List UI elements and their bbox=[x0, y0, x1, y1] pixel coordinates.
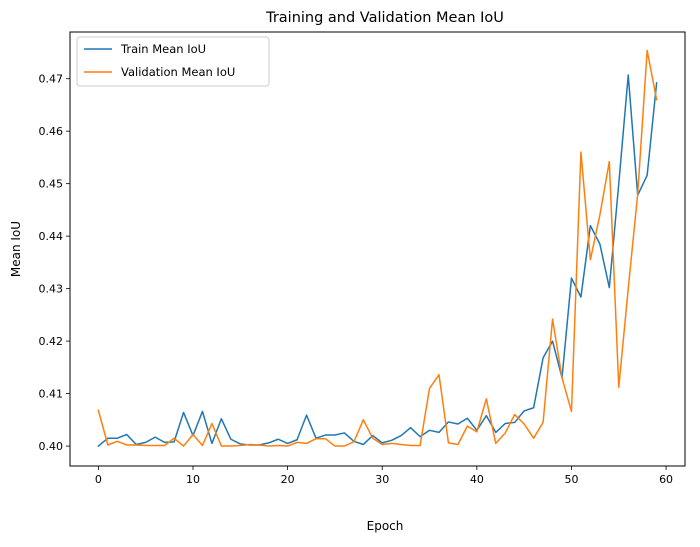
y-tick-label-3: 0.43 bbox=[39, 283, 64, 296]
y-tick-label-1: 0.41 bbox=[39, 388, 64, 401]
chart-title: Training and Validation Mean IoU bbox=[265, 10, 504, 26]
legend: Train Mean IoU Validation Mean IoU bbox=[76, 36, 270, 87]
legend-label-0: Train Mean IoU bbox=[120, 42, 206, 56]
x-axis-ticks: 0 10 20 30 40 50 60 bbox=[95, 466, 673, 486]
x-tick-label-6: 60 bbox=[659, 473, 673, 486]
x-axis-label: Epoch bbox=[367, 519, 404, 533]
axes-frame bbox=[69, 31, 686, 467]
y-tick-label-6: 0.46 bbox=[39, 125, 64, 138]
y-tick-label-5: 0.45 bbox=[39, 178, 64, 191]
y-tick-label-4: 0.44 bbox=[39, 230, 64, 243]
y-tick-label-2: 0.42 bbox=[39, 335, 64, 348]
x-tick-label-1: 10 bbox=[186, 473, 200, 486]
y-axis-ticks: 0.40 0.41 0.42 0.43 0.44 0.45 0.46 0.47 bbox=[39, 73, 70, 453]
legend-label-1: Validation Mean IoU bbox=[121, 65, 235, 79]
legend-box bbox=[76, 36, 270, 87]
series-line-0 bbox=[97, 74, 658, 448]
y-tick-label-0: 0.40 bbox=[39, 440, 64, 453]
x-tick-label-5: 50 bbox=[564, 473, 578, 486]
y-axis-label: Mean IoU bbox=[9, 221, 23, 277]
series-line-1 bbox=[97, 49, 658, 447]
x-tick-label-0: 0 bbox=[95, 473, 102, 486]
series-group bbox=[97, 49, 658, 448]
plot-area: 0 10 20 30 40 50 60 0.400.410.420.430.440.450.… bbox=[39, 31, 686, 486]
x-tick-label-4: 40 bbox=[470, 473, 484, 486]
x-tick-label-3: 30 bbox=[375, 473, 389, 486]
y-tick-label-7: 0.47 bbox=[39, 73, 64, 86]
x-tick-label-2: 20 bbox=[281, 473, 295, 486]
